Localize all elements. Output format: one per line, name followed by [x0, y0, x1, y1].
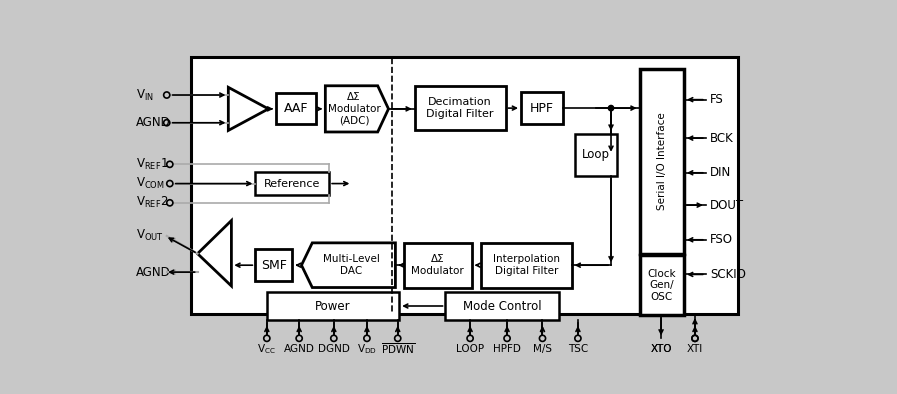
Text: ΔΣ
Modulator: ΔΣ Modulator: [412, 255, 464, 276]
Text: V$_{\mathsf{CC}}$: V$_{\mathsf{CC}}$: [257, 342, 276, 356]
Text: Serial I/O Interface: Serial I/O Interface: [657, 112, 666, 210]
Text: Decimation
Digital Filter: Decimation Digital Filter: [426, 97, 494, 119]
Text: Reference: Reference: [264, 178, 320, 189]
Text: V$_{\mathsf{REF}}$2: V$_{\mathsf{REF}}$2: [136, 195, 169, 210]
Text: DIN: DIN: [710, 166, 732, 179]
Text: Loop: Loop: [582, 148, 610, 161]
Text: Interpolation
Digital Filter: Interpolation Digital Filter: [492, 255, 560, 276]
FancyBboxPatch shape: [521, 92, 563, 124]
Text: AGND: AGND: [283, 344, 315, 354]
Text: XTO: XTO: [650, 344, 672, 354]
FancyBboxPatch shape: [446, 292, 560, 320]
Text: SCKIO: SCKIO: [710, 268, 746, 281]
FancyBboxPatch shape: [414, 86, 506, 130]
Text: V$_{\mathsf{IN}}$: V$_{\mathsf{IN}}$: [136, 87, 153, 102]
Text: XTO: XTO: [650, 344, 672, 354]
Text: ΔΣ
Modulator
(ADC): ΔΣ Modulator (ADC): [327, 92, 380, 125]
FancyBboxPatch shape: [575, 134, 617, 176]
Text: XTI: XTI: [687, 344, 703, 354]
FancyBboxPatch shape: [640, 255, 684, 315]
Text: Clock
Gen/
OSC: Clock Gen/ OSC: [648, 269, 676, 302]
Text: SMF: SMF: [261, 259, 287, 272]
FancyBboxPatch shape: [404, 243, 472, 288]
FancyBboxPatch shape: [191, 56, 738, 314]
FancyBboxPatch shape: [481, 243, 571, 288]
Text: HPF: HPF: [530, 102, 554, 115]
Text: V$_{\mathsf{OUT}}$: V$_{\mathsf{OUT}}$: [136, 229, 163, 243]
FancyBboxPatch shape: [256, 172, 329, 195]
Text: AGND: AGND: [136, 116, 170, 129]
Text: FSO: FSO: [710, 233, 734, 246]
FancyBboxPatch shape: [266, 292, 399, 320]
Text: BCK: BCK: [710, 132, 734, 145]
Text: M/S: M/S: [533, 344, 552, 354]
Circle shape: [608, 106, 614, 111]
Polygon shape: [301, 243, 396, 288]
Text: V$_{\mathsf{REF}}$1: V$_{\mathsf{REF}}$1: [136, 157, 169, 172]
Text: LOOP: LOOP: [456, 344, 484, 354]
Text: DOUT: DOUT: [710, 199, 745, 212]
Text: Multi-Level
DAC: Multi-Level DAC: [323, 255, 380, 276]
FancyBboxPatch shape: [276, 93, 316, 124]
Text: AAF: AAF: [283, 102, 309, 115]
Text: Mode Control: Mode Control: [463, 299, 542, 312]
Text: V$_{\mathsf{COM}}$: V$_{\mathsf{COM}}$: [136, 176, 164, 191]
Text: HPFD: HPFD: [493, 344, 521, 354]
Text: $\overline{\mathsf{PDWN}}$: $\overline{\mathsf{PDWN}}$: [380, 342, 414, 357]
Polygon shape: [326, 86, 388, 132]
Text: Power: Power: [315, 299, 351, 312]
Text: DGND: DGND: [318, 344, 350, 354]
Text: AGND: AGND: [136, 266, 170, 279]
Text: V$_{\mathsf{DD}}$: V$_{\mathsf{DD}}$: [357, 342, 377, 356]
Text: TSC: TSC: [568, 344, 588, 354]
FancyBboxPatch shape: [640, 69, 684, 254]
FancyBboxPatch shape: [256, 249, 292, 281]
Text: FS: FS: [710, 93, 724, 106]
